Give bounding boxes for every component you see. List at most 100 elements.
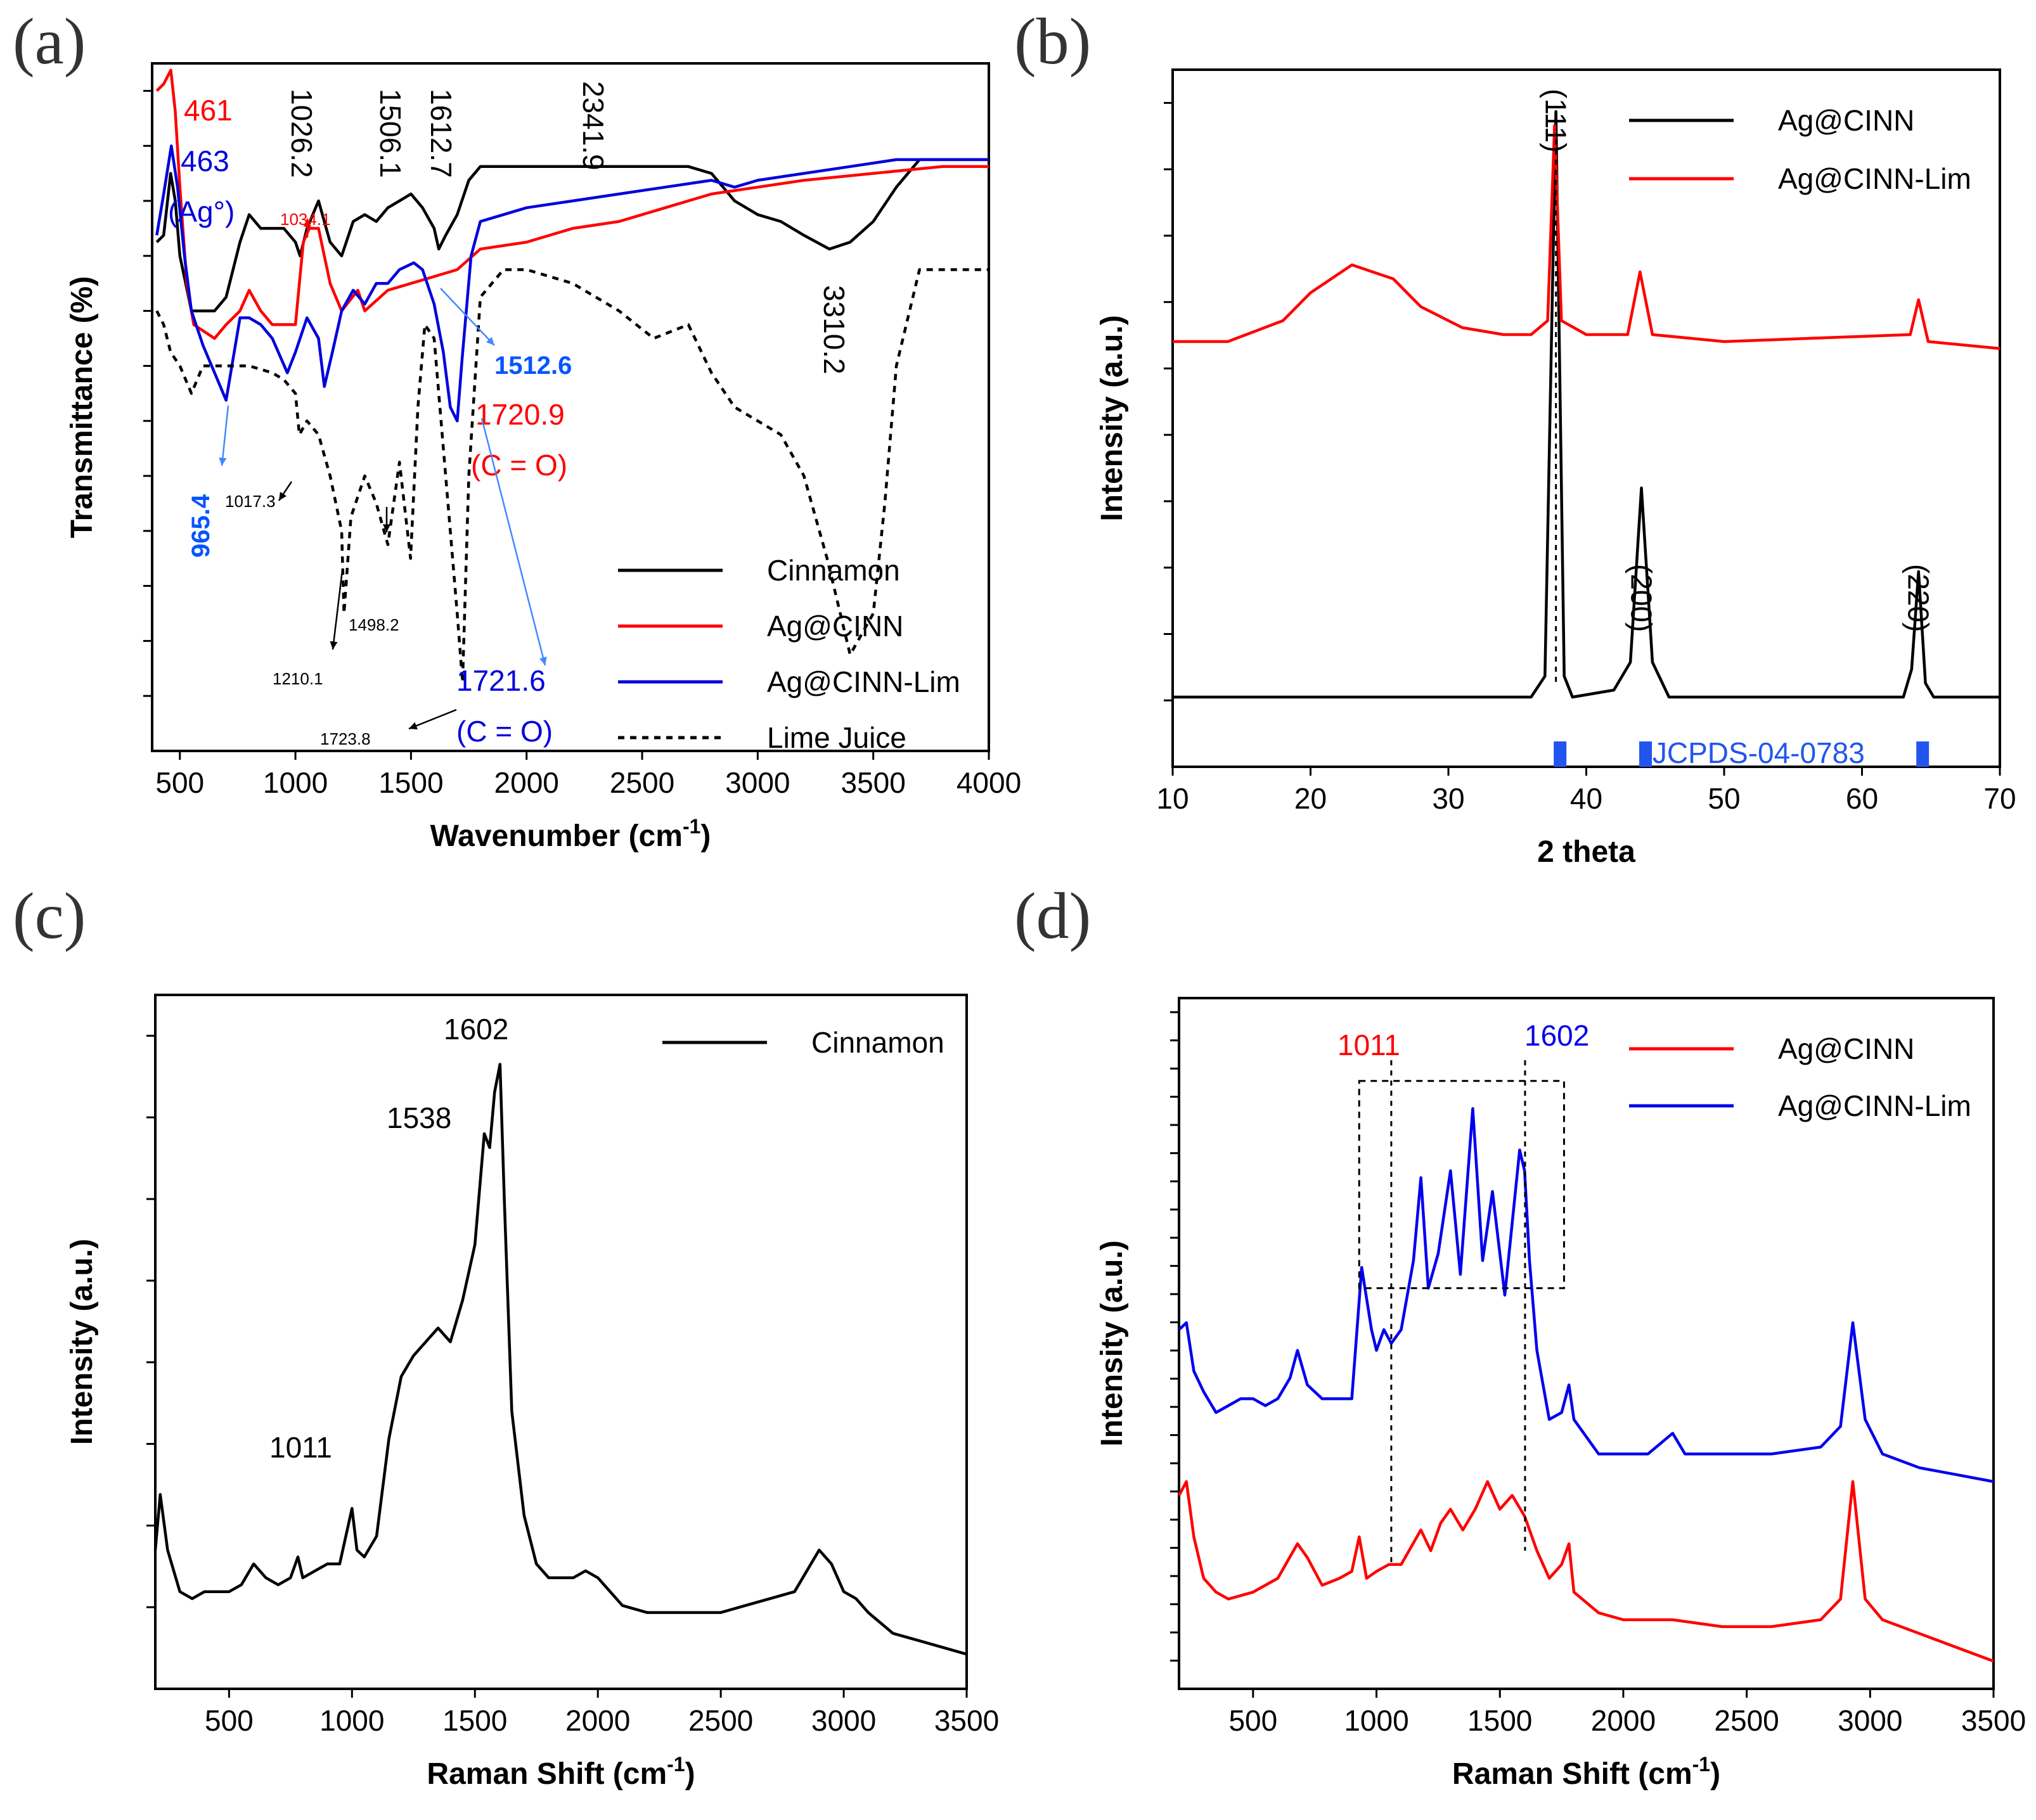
peak-annotation: 1721.6 <box>456 664 546 697</box>
peak-annotation: 461 <box>184 94 233 127</box>
miller-index-label: (200) <box>1625 564 1658 632</box>
legend-label: Ag@CINN-Lim <box>1778 162 1971 195</box>
x-tick-label: 3500 <box>934 1704 999 1737</box>
x-axis-label: Raman Shift (cm-1) <box>427 1753 695 1791</box>
series-line-ag-cinn <box>1178 1480 1994 1663</box>
peak-annotation: 1602 <box>1524 1019 1589 1052</box>
annotation-arrow <box>440 288 495 346</box>
plot-frame <box>151 62 990 752</box>
series-line-ag-cinn <box>155 68 989 340</box>
x-tick-label: 500 <box>1228 1704 1277 1737</box>
series-line-ag-cinn-lim <box>155 144 989 423</box>
x-tick-label: 500 <box>205 1704 254 1737</box>
panel-b-xrd-chart: (b) 10 20 30 40 50 60 70 2 theta Intensity (a.u.)… <box>1014 5 2016 869</box>
peak-annotation: 1026.2 <box>285 89 318 178</box>
highlight-box <box>1358 1080 1565 1290</box>
x-tick-label: 4000 <box>957 766 1021 799</box>
peak-annotation: 965.4 <box>187 494 215 558</box>
peak-annotation: 1723.8 <box>320 729 371 748</box>
x-tick-label: 50 <box>1708 782 1740 815</box>
x-tick-label: 1500 <box>1467 1704 1532 1737</box>
x-tick-label: 60 <box>1846 782 1878 815</box>
peak-annotation: 1612.7 <box>425 89 458 178</box>
peak-annotation: 1017.3 <box>225 492 276 511</box>
x-tick-label: 1500 <box>378 766 443 799</box>
panel-a-ftir-chart: (a) 500 1000 1500 2000 2500 3000 3500 4000 Wavenu… <box>13 5 1021 853</box>
x-axis-label-end: ) <box>1710 1757 1720 1791</box>
x-tick-label: 2500 <box>610 766 674 799</box>
miller-index-label: (220) <box>1902 564 1935 632</box>
annotation-arrowhead <box>279 492 287 501</box>
panel-label: (b) <box>1014 5 1091 78</box>
annotation-arrow <box>480 418 546 666</box>
legend-label: Ag@CINN <box>1778 1032 1914 1065</box>
annotation-arrowhead <box>486 336 494 345</box>
series-line-ag-cinn <box>1173 110 2000 699</box>
peak-annotation: (Ag°) <box>168 195 235 228</box>
x-axis-label-end: ) <box>700 819 711 853</box>
plot-frame <box>154 994 968 1690</box>
x-tick-label: 2000 <box>565 1704 630 1737</box>
y-axis-label: Intensity (a.u.) <box>1095 1240 1129 1446</box>
x-tick-label: 10 <box>1156 782 1189 815</box>
panel-label: (a) <box>13 5 86 78</box>
x-axis-label-sup: -1 <box>683 815 700 838</box>
peak-annotation: 1512.6 <box>494 352 572 380</box>
panel-c-raman-cinnamon-chart: (c) 500 1000 1500 2000 2500 3000 3500 Raman Shif… <box>13 880 999 1791</box>
legend-label: Ag@CINN <box>1778 104 1914 137</box>
annotation-arrow <box>408 708 457 730</box>
x-tick-label: 30 <box>1432 782 1464 815</box>
peak-annotation: 1498.2 <box>349 615 399 634</box>
peak-annotation: (C = O) <box>456 715 553 748</box>
peak-annotation: 1011 <box>269 1431 332 1464</box>
x-tick-label: 500 <box>155 766 204 799</box>
x-tick-label: 2500 <box>688 1704 753 1737</box>
legend-label: Cinnamon <box>811 1026 944 1059</box>
reference-label: JCPDS-04-0783 <box>1653 736 1865 769</box>
y-axis-label: Intensity (a.u.) <box>65 1239 99 1445</box>
peak-annotation: (C = O) <box>471 449 567 482</box>
peak-annotation: 1506.1 <box>374 89 407 178</box>
peak-annotation: 1210.1 <box>273 669 323 688</box>
peak-annotation: 1538 <box>387 1101 451 1134</box>
annotation-arrowhead <box>382 524 391 532</box>
legend-label: Ag@CINN-Lim <box>1778 1089 1971 1122</box>
series-line-cinnamon <box>155 158 989 312</box>
peak-annotation: 2341.9 <box>577 81 610 170</box>
plot-frame <box>1178 997 1995 1690</box>
x-axis-label-sup: -1 <box>667 1753 685 1776</box>
panel-d-raman-ag-chart: (d) 500 1000 1500 2000 2500 3000 3500 Raman Shif… <box>1014 880 2026 1791</box>
peak-annotation: 1602 <box>444 1013 508 1046</box>
x-tick-label: 1000 <box>263 766 328 799</box>
x-axis-label-main: Raman Shift (cm <box>427 1757 667 1791</box>
x-axis-label: Raman Shift (cm-1) <box>1452 1753 1720 1791</box>
annotation-arrowhead <box>330 641 338 650</box>
x-tick-label: 20 <box>1294 782 1327 815</box>
x-axis-label-sup: -1 <box>1692 1753 1710 1776</box>
annotation-arrowhead <box>409 722 418 729</box>
x-tick-label: 40 <box>1570 782 1602 815</box>
x-axis-label-end: ) <box>685 1757 695 1791</box>
x-tick-label: 70 <box>1983 782 2016 815</box>
annotation-arrowhead <box>539 657 547 665</box>
reference-bar <box>1554 741 1567 767</box>
legend-label: Lime Juice <box>767 721 906 754</box>
series-line-lime-juice <box>155 268 989 684</box>
y-axis-label: Intensity (a.u.) <box>1095 315 1129 521</box>
annotation-arrowhead <box>219 457 227 466</box>
x-axis-label-main: Raman Shift (cm <box>1452 1757 1692 1791</box>
annotation-arrow <box>221 405 229 466</box>
panel-label: (d) <box>1014 880 1091 952</box>
reference-bar <box>1639 741 1653 767</box>
y-axis-label: Transmittance (%) <box>65 276 99 538</box>
x-tick-label: 2000 <box>494 766 559 799</box>
annotation-arrow <box>332 570 344 650</box>
legend-label: Ag@CINN <box>767 610 903 643</box>
legend-label: Cinnamon <box>767 554 900 587</box>
x-tick-label: 1000 <box>319 1704 384 1737</box>
x-axis-label-main: Wavenumber (cm <box>430 819 683 853</box>
peak-annotation: 1720.9 <box>475 398 565 431</box>
x-tick-label: 2000 <box>1591 1704 1656 1737</box>
legend-label: Ag@CINN-Lim <box>767 665 960 698</box>
